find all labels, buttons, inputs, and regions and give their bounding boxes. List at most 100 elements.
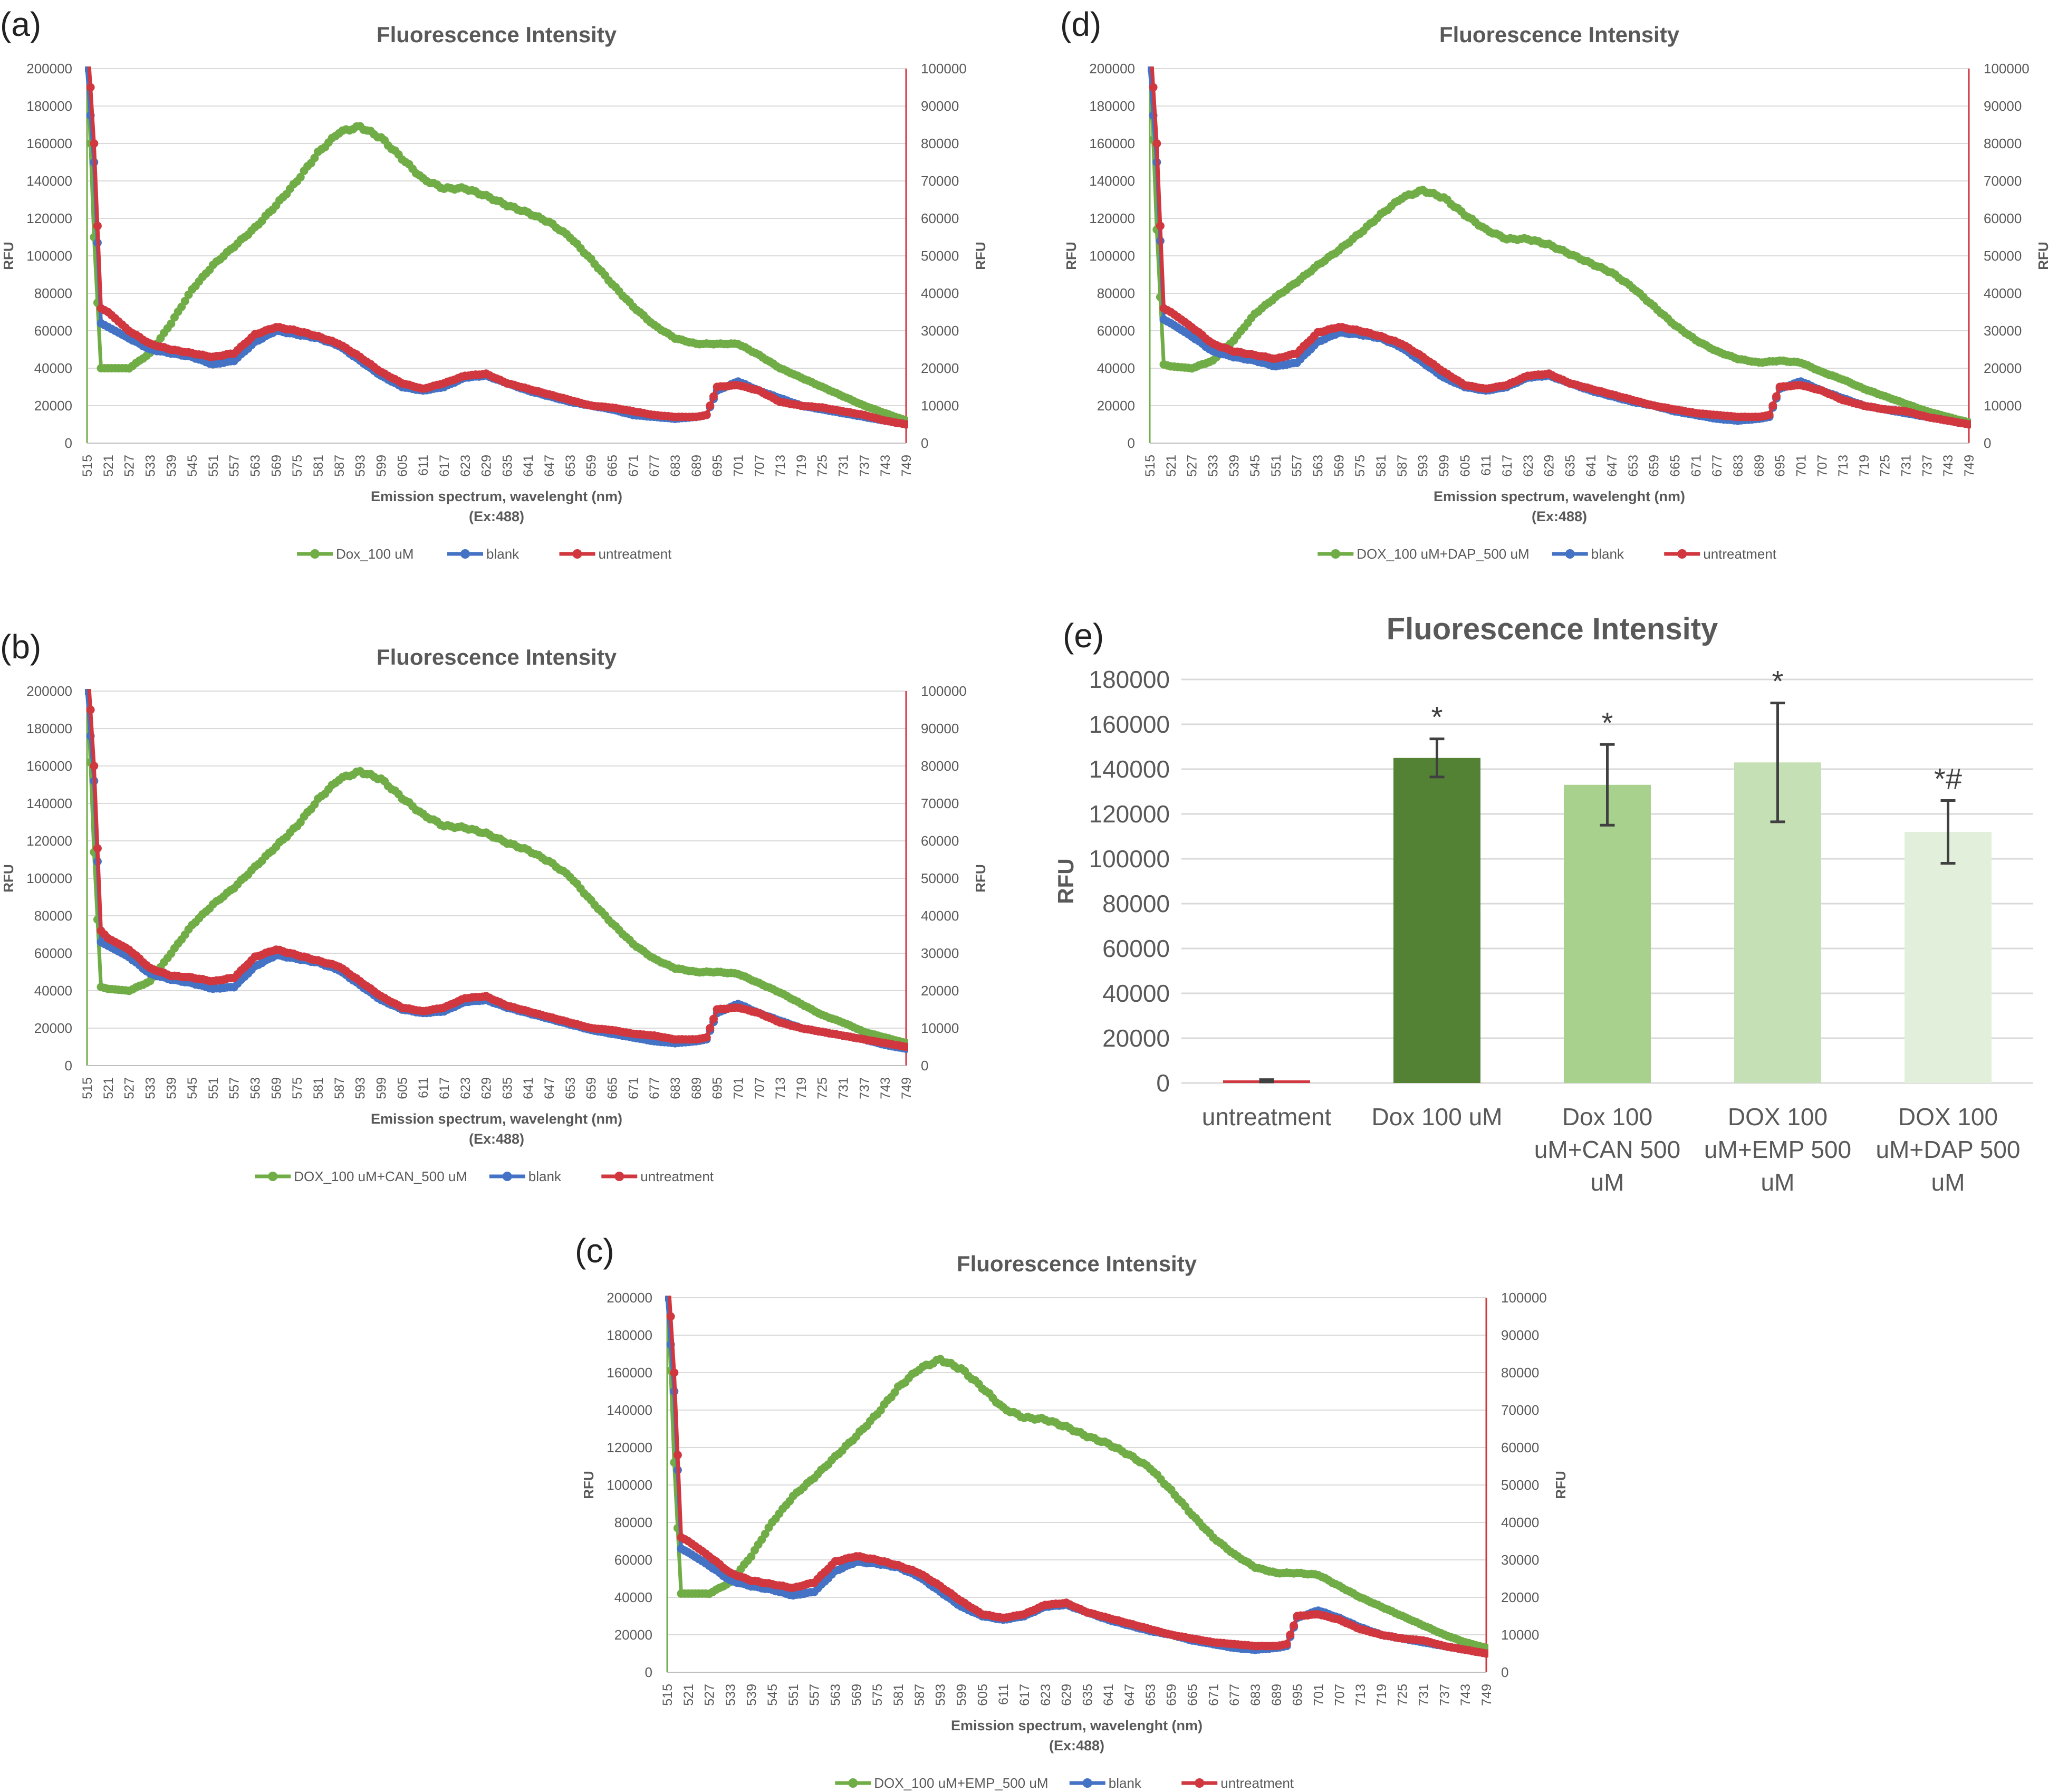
y2-tick-label: 100000 [921, 61, 967, 76]
x-tick-label: 737 [857, 455, 872, 477]
y-tick-label: 80000 [1102, 890, 1170, 917]
y2-tick-label: 10000 [921, 398, 959, 414]
legend-swatch-marker [268, 1172, 278, 1181]
y-tick-label: 120000 [26, 833, 72, 849]
x-tick-label: 563 [1311, 455, 1326, 477]
x-tick-label: 521 [681, 1684, 696, 1706]
x-tick-label: 539 [164, 455, 179, 477]
x-tick-label: 713 [1836, 455, 1851, 477]
y2-tick-label: 20000 [1984, 360, 2022, 376]
x-tick-label: 617 [1500, 455, 1515, 477]
x-tick-label: 707 [752, 455, 767, 477]
x-tick-label: 719 [794, 1077, 809, 1099]
legend-entry: blank [1069, 1775, 1142, 1791]
category-label: uM+DAP 500 [1876, 1136, 2020, 1163]
data-point [1152, 139, 1161, 148]
y2-tick-label: 30000 [921, 323, 959, 339]
series-untreatment [83, 27, 908, 429]
y2-tick-label: 30000 [1501, 1552, 1539, 1568]
x-tick-label: 521 [101, 1077, 116, 1099]
x-tick-label: 605 [975, 1684, 990, 1706]
y-tick-label: 180000 [26, 721, 72, 736]
x-tick-label: 533 [143, 1077, 158, 1099]
x-tick-label: 683 [1248, 1684, 1263, 1706]
series-untreatment [1149, 66, 1971, 429]
x-tick-label: 563 [248, 455, 263, 477]
data-point [83, 46, 91, 54]
x-tick-label: 647 [542, 455, 557, 477]
legend-label: DOX_100 uM+DAP_500 uM [1357, 546, 1529, 562]
y-tick-label: 160000 [607, 1365, 652, 1381]
bar [1564, 784, 1651, 1083]
data-point [83, 27, 91, 35]
y-axis-title: RFU [1063, 242, 1079, 270]
x-tick-label: 539 [1227, 455, 1242, 477]
y-tick-label: 20000 [1097, 398, 1135, 414]
legend-swatch-marker [848, 1778, 858, 1788]
data-point [1768, 401, 1777, 410]
data-point [1149, 83, 1158, 92]
data-point [702, 1033, 711, 1042]
data-point [761, 1529, 770, 1538]
x-tick-label: 623 [1521, 455, 1536, 477]
y2-tick-label: 0 [1984, 435, 1991, 451]
x-tick-label: 665 [605, 455, 620, 477]
y-tick-label: 100000 [26, 248, 72, 264]
data-point [709, 1014, 718, 1023]
x-tick-label: 671 [1206, 1684, 1221, 1706]
data-point [747, 1552, 756, 1561]
y-tick-label: 40000 [1097, 360, 1135, 376]
y-tick-label: 120000 [1089, 210, 1135, 226]
data-point [709, 392, 718, 401]
data-point [167, 319, 176, 328]
legend-swatch-marker [572, 549, 582, 559]
x-tick-label: 605 [1458, 455, 1473, 477]
bar [1393, 758, 1480, 1083]
x-axis-title: Emission spectrum, wavelenght (nm) [371, 488, 622, 504]
legend-entry: untreatment [559, 546, 672, 562]
x-tick-label: 629 [1542, 455, 1557, 477]
y2-tick-label: 40000 [1501, 1515, 1539, 1530]
y-tick-label: 180000 [607, 1327, 652, 1343]
category-label: Dox 100 uM [1371, 1103, 1502, 1130]
x-axis-subtitle: (Ex:488) [469, 509, 524, 524]
y-tick-label: 100000 [26, 870, 72, 886]
y-tick-label: 200000 [26, 683, 72, 699]
bar-group: * Dox 100 uM [1371, 701, 1502, 1130]
x-tick-label: 653 [1143, 1684, 1158, 1706]
y2-tick-label: 90000 [921, 98, 959, 114]
y2-tick-label: 30000 [1984, 323, 2022, 339]
x-tick-label: 713 [1353, 1684, 1368, 1706]
legend-label: blank [528, 1168, 562, 1184]
x-tick-label: 659 [1647, 455, 1662, 477]
legend-entry: untreatment [601, 1168, 714, 1184]
x-tick-label: 719 [794, 455, 809, 477]
x-tick-label: 569 [269, 455, 284, 477]
x-tick-label: 749 [899, 1077, 914, 1099]
significance-marker: * [1772, 665, 1784, 698]
x-tick-label: 737 [857, 1077, 872, 1099]
y-tick-label: 60000 [34, 945, 72, 961]
x-tick-label: 725 [815, 455, 830, 477]
x-tick-label: 731 [836, 455, 851, 477]
x-tick-label: 641 [521, 455, 536, 477]
y-tick-label: 140000 [607, 1402, 652, 1418]
x-tick-label: 635 [1080, 1684, 1095, 1706]
x-tick-label: 689 [689, 455, 704, 477]
series-untreatment [86, 689, 908, 1051]
x-axis-subtitle: (Ex:488) [1532, 509, 1587, 524]
legend-entry: DOX_100 uM+CAN_500 uM [255, 1168, 467, 1184]
x-tick-label: 701 [1794, 455, 1809, 477]
y2-tick-label: 90000 [921, 721, 959, 736]
x-tick-label: 617 [437, 1077, 452, 1099]
significance-marker: *# [1934, 762, 1962, 796]
chart-title: Fluorescence Intensity [377, 645, 617, 669]
x-tick-label: 653 [563, 1077, 578, 1099]
y2-tick-label: 50000 [1501, 1477, 1539, 1493]
y2-tick-label: 50000 [1984, 248, 2022, 264]
y-tick-label: 80000 [34, 285, 72, 301]
data-point [93, 844, 102, 853]
category-label: untreatment [1202, 1103, 1332, 1130]
x-tick-label: 587 [912, 1684, 927, 1706]
x-tick-label: 749 [1962, 455, 1977, 477]
